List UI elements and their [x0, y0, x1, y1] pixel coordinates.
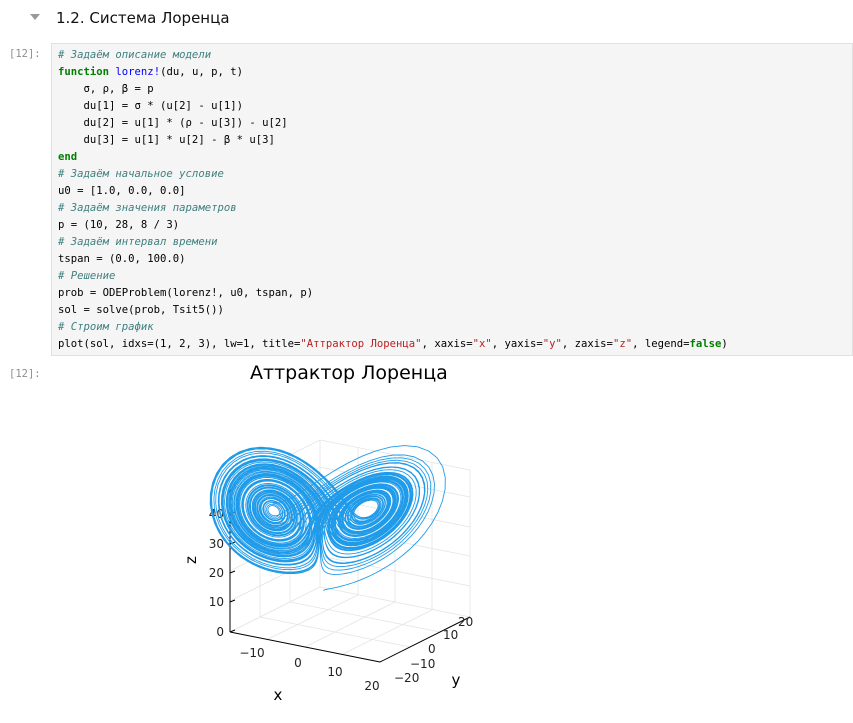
z-tick: 10	[209, 595, 224, 609]
code-line: p = (10, 28, 8 / 3)	[58, 219, 180, 231]
code-line: u0 = [1.0, 0.0, 0.0]	[58, 185, 186, 197]
code-line: # Строим график	[58, 321, 154, 333]
y-tick: 10	[443, 628, 458, 642]
section-heading: 1.2. Система Лоренца	[0, 0, 853, 38]
code-line: tspan = (0.0, 100.0)	[58, 253, 186, 265]
code-line: du[1] = σ * (u[2] - u[1])	[58, 100, 243, 112]
code-line: σ, ρ, β = p	[58, 83, 154, 95]
code-line: # Задаём значения параметров	[58, 202, 237, 214]
x-tick: −10	[239, 646, 264, 660]
code-line: # Задаём начальное условие	[58, 168, 224, 180]
code-line: # Решение	[58, 270, 116, 282]
code-line: du[3] = u[1] * u[2] - β * u[3]	[58, 134, 275, 146]
section-title: 1.2. Система Лоренца	[56, 9, 230, 27]
code-line: # Задаём описание модели	[58, 49, 212, 61]
z-axis-label: z	[182, 556, 200, 564]
y-tick: 20	[458, 615, 473, 629]
z-tick: 0	[216, 625, 224, 639]
plot-title: Аттрактор Лоренца	[250, 362, 448, 384]
code-line: du[2] = u[1] * (ρ - u[3]) - u[2]	[58, 117, 288, 129]
y-tick: −20	[394, 671, 419, 685]
x-tick: 0	[294, 656, 302, 670]
attractor-trajectory	[209, 445, 446, 591]
z-tick: 20	[209, 566, 224, 580]
x-axis-label: x	[274, 686, 283, 704]
y-tick: 0	[428, 642, 436, 656]
lorenz-attractor-plot: 0 10 20 30 40 −10 0 10 20 −20 −10 0 10 2…	[182, 439, 473, 704]
x-tick: 10	[327, 665, 342, 679]
y-tick: −10	[410, 657, 435, 671]
collapse-caret-icon[interactable]	[30, 14, 40, 20]
code-line: function lorenz!(du, u, p, t)	[58, 66, 243, 78]
x-tick: 20	[364, 679, 379, 693]
code-cell[interactable]: # Задаём описание модели function lorenz…	[51, 43, 853, 356]
code-line: plot(sol, idxs=(1, 2, 3), lw=1, title="А…	[58, 338, 728, 350]
input-prompt: [12]:	[9, 48, 41, 60]
z-tick: 30	[209, 537, 224, 551]
code-line: sol = solve(prob, Tsit5())	[58, 304, 224, 316]
output-prompt: [12]:	[9, 368, 41, 380]
y-axis-label: y	[452, 671, 461, 689]
code-line: # Задаём интервал времени	[58, 236, 218, 248]
code-line: prob = ODEProblem(lorenz!, u0, tspan, p)	[58, 287, 314, 299]
code-line: end	[58, 151, 78, 163]
